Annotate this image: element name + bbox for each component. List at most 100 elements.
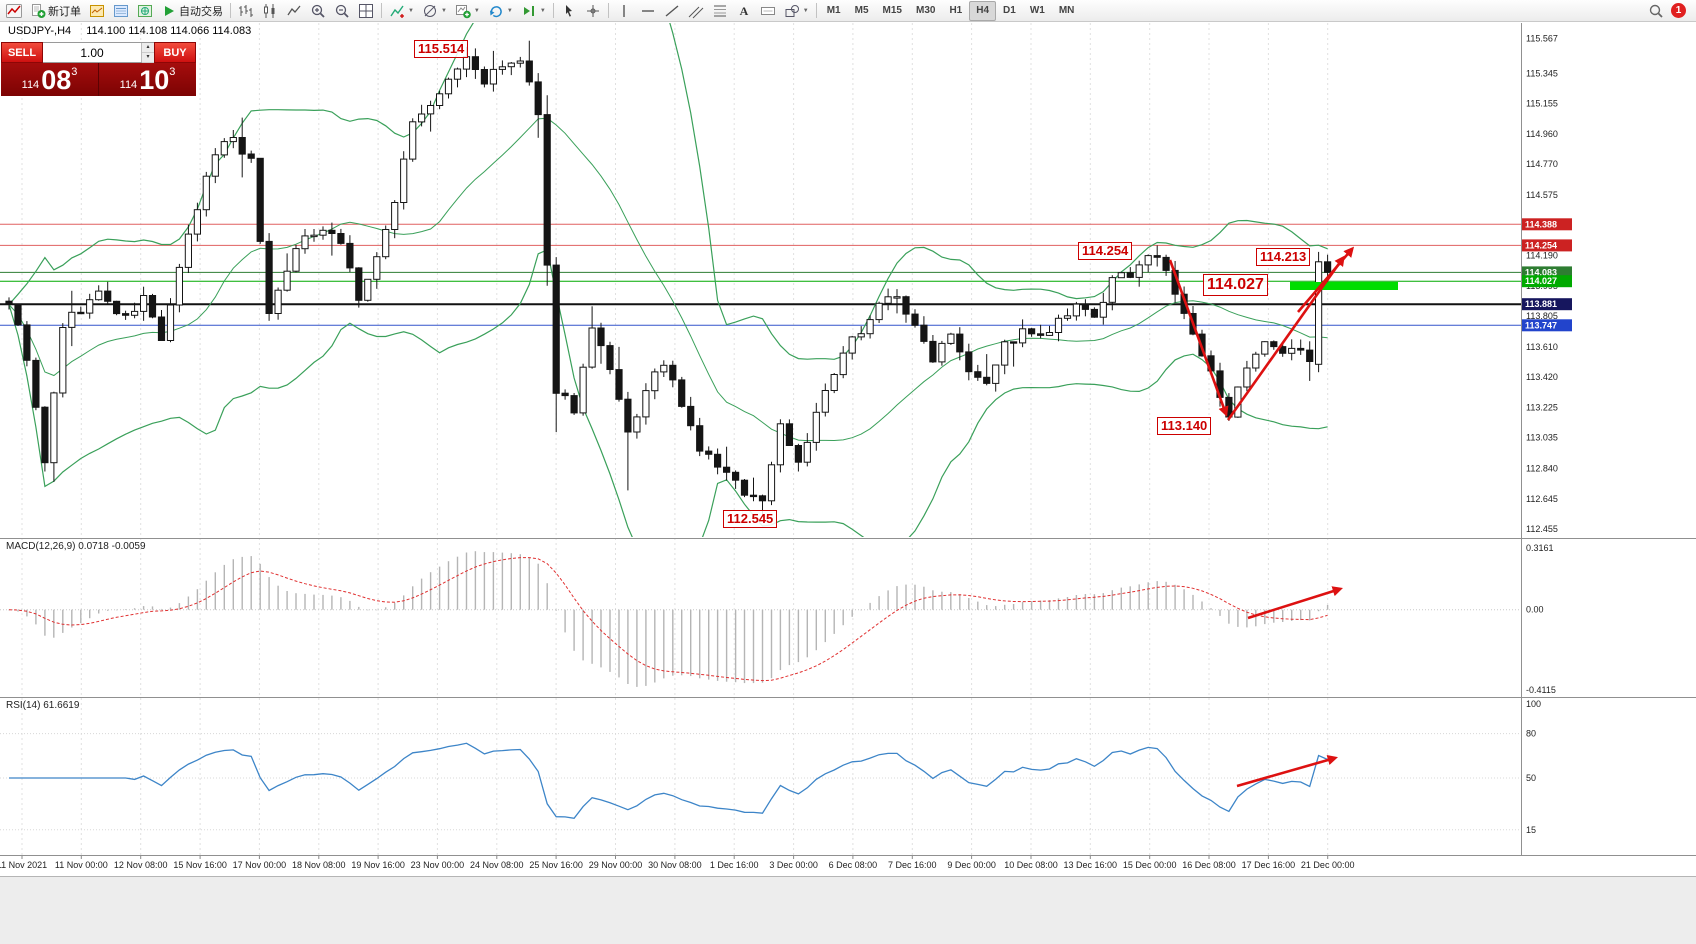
shapes-button[interactable]: ▼ [780,1,813,21]
svg-text:115.567: 115.567 [1526,33,1558,43]
price-annotation: 115.514 [414,40,469,59]
dropdown-arrow-icon[interactable]: ▼ [408,7,414,14]
new-chart-icon [455,3,471,19]
bar-chart-button[interactable] [234,1,258,21]
zoom-out-button[interactable] [330,1,354,21]
svg-text:3 Dec 00:00: 3 Dec 00:00 [769,860,818,870]
svg-text:114.770: 114.770 [1526,159,1558,169]
price-annotation: 114.213 [1256,248,1311,267]
navigator-button[interactable] [133,1,157,21]
buy-price-display[interactable]: 114 10 3 [98,63,196,96]
timeframe-W1[interactable]: W1 [1029,5,1045,16]
svg-text:114.254: 114.254 [1525,240,1557,250]
autotrading-button[interactable]: 自动交易 [157,1,227,21]
navigator-icon [137,3,153,19]
cursor-button[interactable] [557,1,581,21]
chart-shift-button[interactable]: ▼ [517,1,550,21]
line-chart-button[interactable] [282,1,306,21]
dropdown-arrow-icon[interactable]: ▼ [473,7,480,14]
volume-decrease-button[interactable]: ▾ [142,53,154,63]
autotrade-icon [161,3,177,19]
svg-text:114.190: 114.190 [1526,251,1558,261]
svg-text:115.345: 115.345 [1526,68,1558,78]
dropdown-arrow-icon[interactable]: ▼ [539,7,546,14]
volume-increase-button[interactable]: ▴ [142,43,154,53]
notification-badge[interactable]: 1 [1671,3,1686,18]
svg-text:15 Nov 16:00: 15 Nov 16:00 [173,860,227,870]
search-icon[interactable] [1648,3,1664,19]
timeframe-M5[interactable]: M5 [854,5,869,16]
dropdown-arrow-icon[interactable]: ▼ [802,7,809,14]
price-annotation: 112.545 [723,510,778,529]
indicators-button[interactable]: ▼ [385,1,418,21]
autotrading-button-label: 自动交易 [179,5,223,18]
svg-text:A: A [739,4,748,18]
timeframe-H1[interactable]: H1 [949,5,963,16]
symbol-name: USDJPY-,H4 [8,25,72,37]
price-annotation: 113.140 [1157,417,1212,436]
timeframe-M15[interactable]: M15 [882,5,902,16]
horizontal-line-button[interactable] [636,1,660,21]
text-icon: A [736,3,752,19]
svg-text:100: 100 [1526,699,1541,709]
timeframe-D1[interactable]: D1 [1003,5,1016,16]
objects-list-button[interactable]: ▼ [418,1,451,21]
timeframe-H4[interactable]: H4 [969,0,997,21]
trendline-button[interactable] [660,1,684,21]
volume-stepper[interactable]: 1.00 ▴ ▾ [43,42,154,63]
candlestick-chart-button[interactable] [258,1,282,21]
toolbar: 新订单 自动交易 ▼ ▼ ▼ ▼ ▼ A ▼ M1 M5 M15 M30 H1 H4 D1 W1 MN 1 [0,0,1696,22]
crosshair-icon [585,3,601,19]
svg-text:29 Nov 00:00: 29 Nov 00:00 [589,860,643,870]
indicators-icon [389,3,405,19]
svg-text:21 Dec 00:00: 21 Dec 00:00 [1301,860,1355,870]
text-label-button[interactable] [756,1,780,21]
market-watch-icon [89,3,105,19]
timeframe-M30[interactable]: M30 [915,5,936,16]
dropdown-arrow-icon[interactable]: ▼ [506,7,513,14]
sell-price-display[interactable]: 114 08 3 [1,63,98,96]
one-click-trading-panel: SELL 1.00 ▴ ▾ BUY 114 08 3 114 10 3 [1,42,196,96]
data-window-button[interactable] [109,1,133,21]
vertical-line-button[interactable] [612,1,636,21]
ohlc-values: 114.100 114.108 114.066 114.083 [86,25,252,37]
new-order-icon [30,3,46,19]
svg-text:113.035: 113.035 [1526,433,1558,443]
text-button[interactable]: A [732,1,756,21]
svg-text:7 Dec 16:00: 7 Dec 16:00 [888,860,937,870]
profiles-button[interactable]: ▼ [484,1,517,21]
timeframe-M1[interactable]: M1 [826,5,841,16]
line-chart-icon [286,3,302,19]
svg-text:114.960: 114.960 [1526,129,1558,139]
fibonacci-button[interactable] [708,1,732,21]
svg-text:50: 50 [1526,773,1536,783]
svg-text:30 Nov 08:00: 30 Nov 08:00 [648,860,702,870]
buy-button[interactable]: BUY [154,42,196,63]
svg-text:112.840: 112.840 [1526,463,1558,473]
volume-value[interactable]: 1.00 [80,45,104,60]
svg-text:11 Nov 00:00: 11 Nov 00:00 [55,860,108,870]
crosshair-button[interactable] [581,1,605,21]
toolbar-separator [552,3,554,18]
cursor-icon [561,3,577,19]
svg-text:112.455: 112.455 [1526,524,1558,534]
sell-button[interactable]: SELL [1,42,43,63]
svg-text:113.881: 113.881 [1525,299,1557,309]
text-label-icon [760,3,776,19]
dropdown-arrow-icon[interactable]: ▼ [440,7,447,14]
shapes-icon [784,3,800,19]
equidistant-channel-button[interactable] [684,1,708,21]
candle-chart-icon [262,3,278,19]
tile-windows-button[interactable] [354,1,378,21]
timeframe-MN[interactable]: MN [1058,5,1075,16]
svg-text:80: 80 [1526,729,1536,739]
toolbar-right: 1 [1648,3,1694,19]
tile-windows-icon [358,3,374,19]
svg-text:113.747: 113.747 [1525,320,1557,330]
new-order-button[interactable]: 新订单 [26,1,85,21]
zoom-out-icon [334,3,350,19]
new-chart-button[interactable]: ▼ [451,1,484,21]
market-watch-button[interactable] [85,1,109,21]
zoom-in-button[interactable] [306,1,330,21]
